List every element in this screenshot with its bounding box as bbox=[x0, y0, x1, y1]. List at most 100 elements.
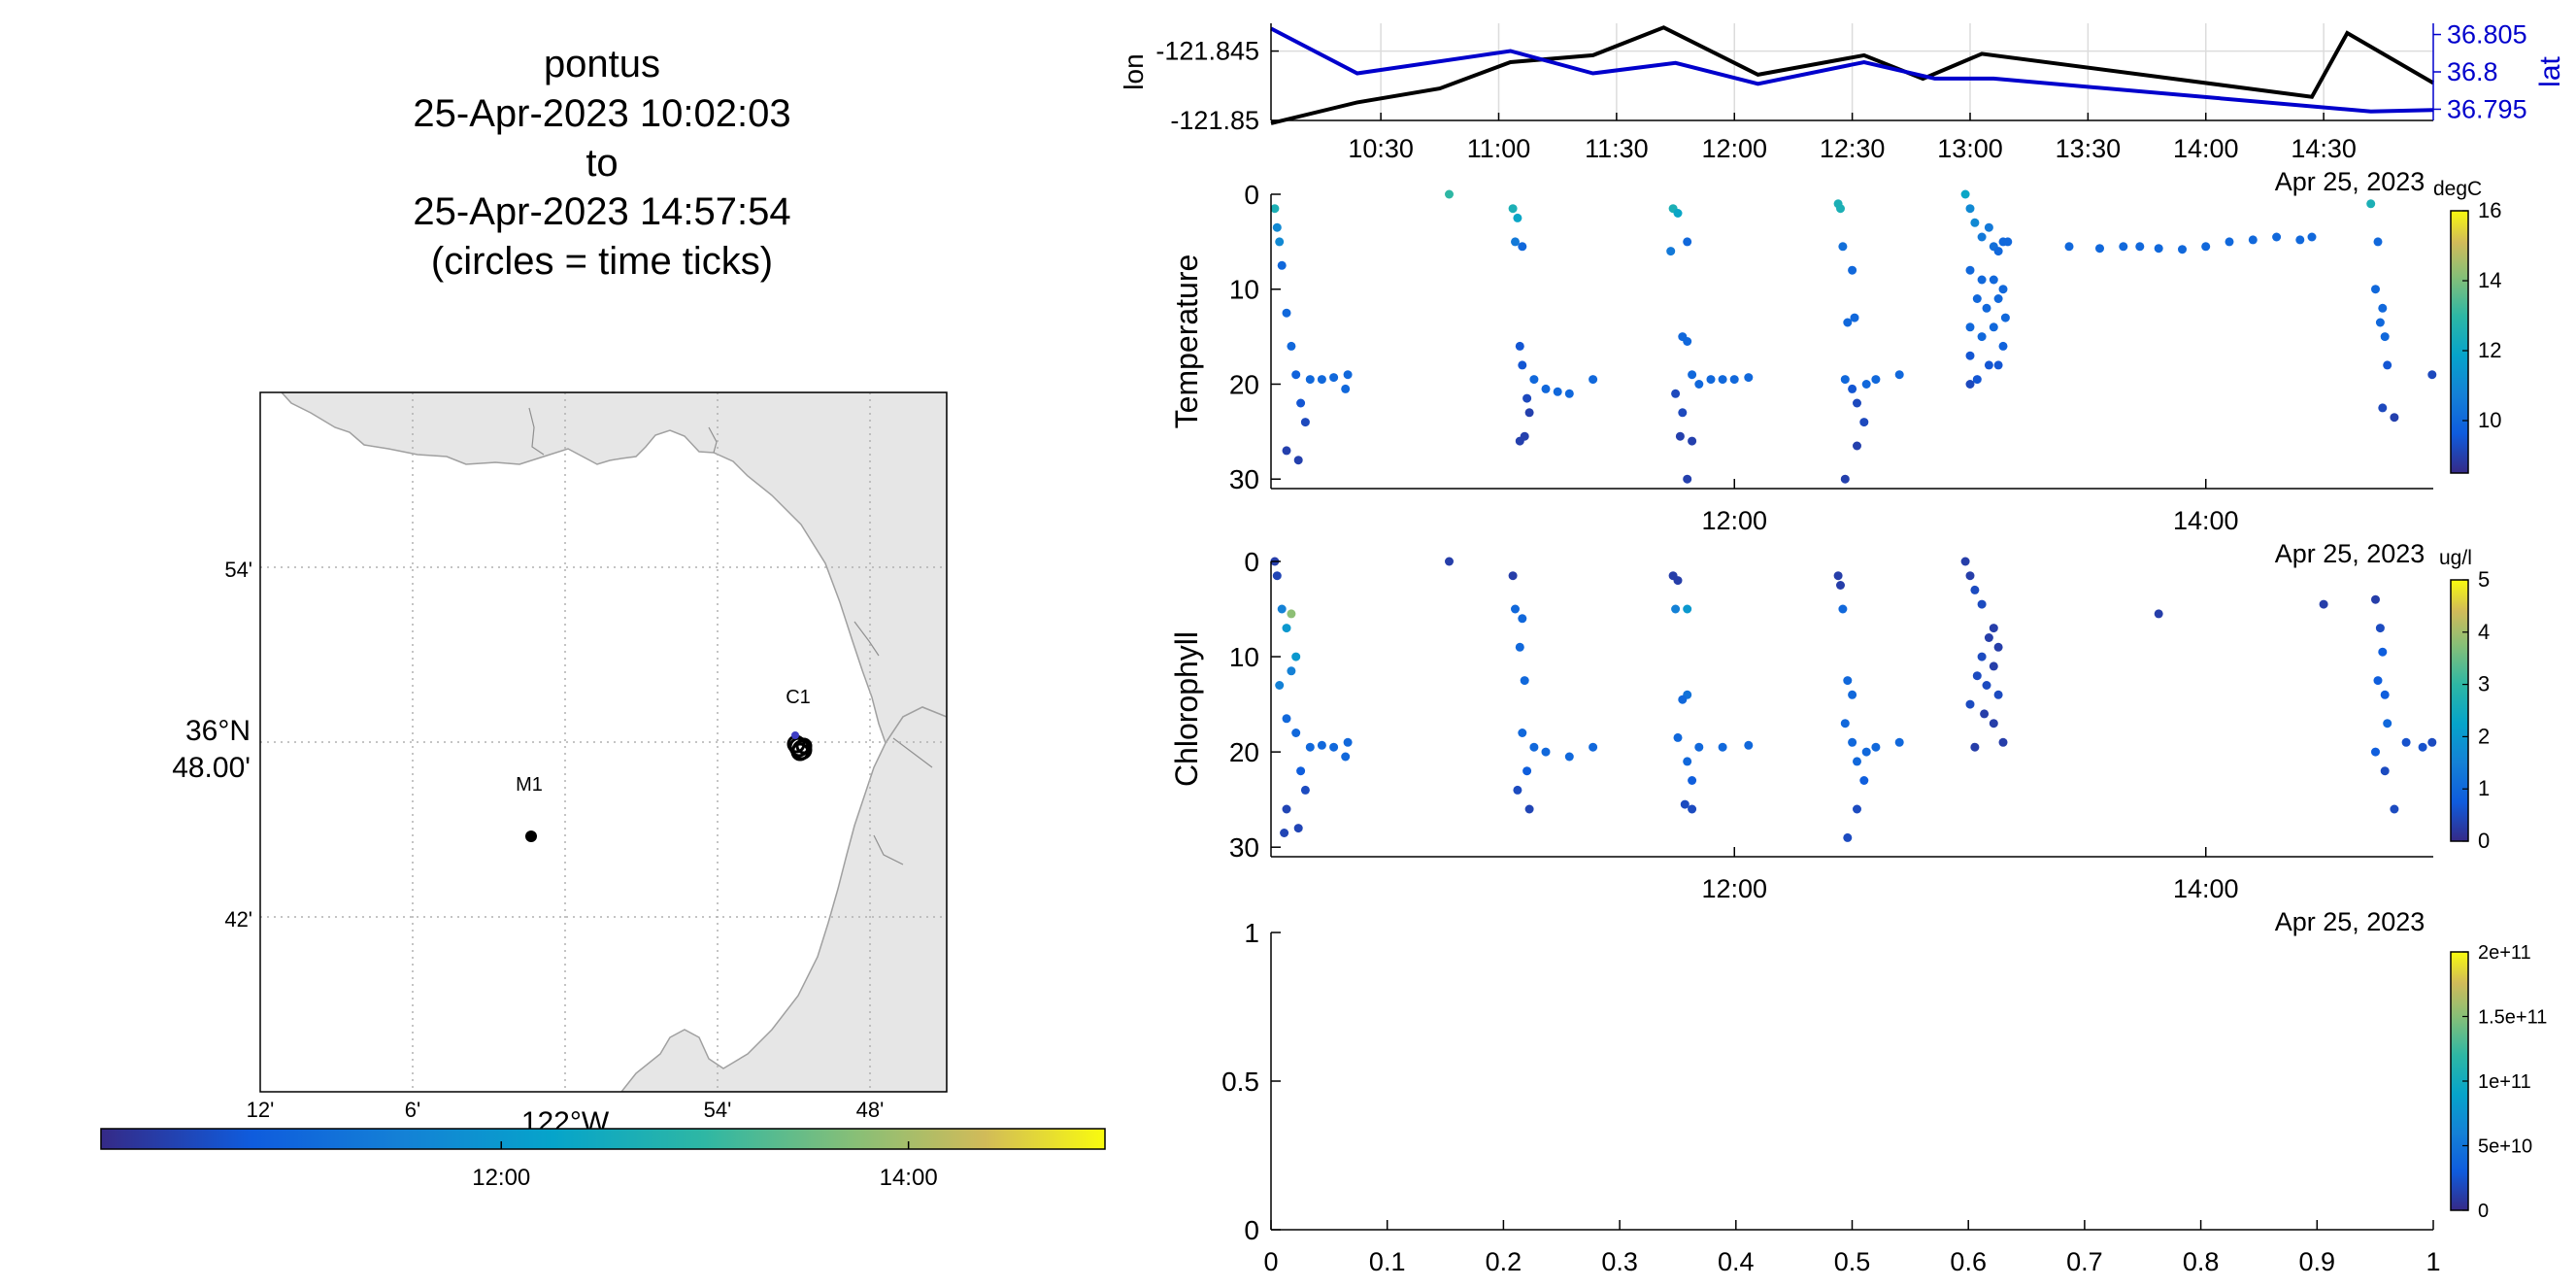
data-point bbox=[1522, 766, 1532, 776]
colorbar-tick-label: 5e+10 bbox=[2478, 1136, 2532, 1158]
data-point bbox=[1718, 375, 1727, 385]
data-point bbox=[2383, 360, 2392, 370]
y-tick-label: 30 bbox=[1229, 464, 1259, 494]
colorbar-tick-label: 5 bbox=[2478, 567, 2490, 592]
data-point bbox=[1343, 737, 1353, 747]
data-point bbox=[1977, 332, 1987, 342]
data-point bbox=[1848, 690, 1857, 699]
data-point bbox=[1871, 375, 1881, 385]
river bbox=[528, 407, 933, 865]
data-point bbox=[1894, 737, 1904, 747]
data-point bbox=[2380, 766, 2390, 776]
colorbar-tick-label: 0 bbox=[2478, 1201, 2489, 1222]
data-point bbox=[1291, 370, 1301, 380]
data-point bbox=[1977, 599, 1987, 609]
data-point bbox=[1300, 785, 1310, 795]
data-point bbox=[1989, 322, 1998, 332]
data-point bbox=[1529, 375, 1539, 385]
data-point bbox=[1287, 609, 1296, 619]
data-point bbox=[1965, 380, 1975, 389]
data-point bbox=[2366, 199, 2376, 209]
colorbar-tick-label: 2e+11 bbox=[2478, 942, 2531, 964]
data-point bbox=[1296, 766, 1306, 776]
data-point bbox=[1970, 585, 1980, 594]
data-point bbox=[2375, 624, 2385, 633]
data-point bbox=[1970, 742, 1980, 752]
data-point bbox=[1675, 431, 1685, 441]
data-point bbox=[1564, 389, 1574, 398]
x-tick-label: 12:00 bbox=[1701, 134, 1767, 163]
data-point bbox=[1853, 757, 1861, 766]
data-point bbox=[1982, 681, 1991, 690]
data-point bbox=[1836, 204, 1845, 214]
y-tick-label: 30 bbox=[1229, 832, 1259, 863]
data-point bbox=[1718, 742, 1727, 752]
x-tick-label: 0.5 bbox=[1834, 1247, 1871, 1276]
data-point bbox=[2418, 742, 2427, 752]
data-point bbox=[2401, 737, 2411, 747]
data-point bbox=[1965, 571, 1975, 581]
colorbar-tick-label: 16 bbox=[2478, 198, 2501, 222]
data-point bbox=[1541, 747, 1551, 757]
data-point bbox=[1859, 776, 1869, 785]
data-point bbox=[1840, 719, 1850, 729]
x-tick-label: 12:30 bbox=[1820, 134, 1886, 163]
data-point bbox=[2378, 403, 2388, 413]
y-tick-label-right: 36.795 bbox=[2447, 94, 2527, 123]
data-point bbox=[1300, 418, 1310, 427]
data-point bbox=[2248, 235, 2258, 245]
y-tick-label: 0.5 bbox=[1221, 1067, 1259, 1097]
data-point bbox=[1993, 642, 2003, 652]
data-point bbox=[1848, 265, 1857, 275]
x-tick-label: 0.8 bbox=[2183, 1247, 2220, 1276]
data-point bbox=[1589, 375, 1598, 385]
data-point bbox=[2383, 719, 2392, 729]
data-point bbox=[1744, 740, 1754, 750]
y-tick-label: -121.845 bbox=[1155, 37, 1259, 66]
empty-panel: 10.500 0.1 0.2 0.3 0.4 0.5 0.6 0.7 0.8 0.9 12e+111… bbox=[1221, 918, 2547, 1276]
data-point bbox=[1744, 373, 1754, 383]
data-point bbox=[1861, 747, 1871, 757]
x-tick-label: 0.2 bbox=[1486, 1247, 1522, 1276]
data-point bbox=[2319, 599, 2328, 609]
x-tick-label: 14:30 bbox=[2291, 134, 2357, 163]
y-tick-label: 10 bbox=[1229, 275, 1259, 305]
data-point bbox=[1960, 557, 1970, 566]
lon-tick: 54' bbox=[704, 1098, 732, 1122]
data-point bbox=[1982, 303, 1991, 313]
data-point bbox=[2178, 245, 2187, 254]
data-point bbox=[2371, 747, 2380, 757]
x-date-label: Apr 25, 2023 bbox=[2275, 539, 2425, 568]
data-point bbox=[2272, 232, 2282, 242]
data-point bbox=[1688, 436, 1697, 446]
data-point bbox=[1683, 757, 1692, 766]
data-point bbox=[1965, 322, 1975, 332]
data-point bbox=[1838, 604, 1848, 614]
x-tick-label: 0.1 bbox=[1369, 1247, 1406, 1276]
data-point bbox=[1511, 604, 1520, 614]
colorbar-tick-label: 12 bbox=[2478, 338, 2501, 362]
lat-tick: 48.00' bbox=[172, 752, 251, 784]
lat-tick: 36°N bbox=[185, 715, 251, 747]
data-point bbox=[2373, 237, 2383, 247]
y-tick-label: 0 bbox=[1244, 547, 1259, 577]
y-tick-label-right: 36.8 bbox=[2447, 57, 2498, 86]
data-point bbox=[1977, 232, 1987, 242]
data-point bbox=[1524, 408, 1534, 418]
data-point bbox=[1515, 436, 1524, 446]
data-point bbox=[1729, 375, 1739, 385]
data-point bbox=[1998, 737, 2008, 747]
data-point bbox=[1282, 308, 1291, 318]
data-point bbox=[1965, 699, 1975, 709]
x-tick-label: 14:00 bbox=[2173, 874, 2239, 903]
lat-series-line bbox=[1270, 26, 2434, 114]
data-point bbox=[2154, 244, 2163, 254]
data-point bbox=[1993, 690, 2003, 699]
data-point bbox=[1980, 709, 1990, 719]
data-point bbox=[1275, 237, 1285, 247]
data-point bbox=[2371, 285, 2380, 294]
x-tick-label: 11:00 bbox=[1467, 134, 1531, 163]
data-point bbox=[1293, 456, 1303, 465]
data-point bbox=[1694, 380, 1704, 389]
data-point bbox=[1508, 204, 1518, 214]
